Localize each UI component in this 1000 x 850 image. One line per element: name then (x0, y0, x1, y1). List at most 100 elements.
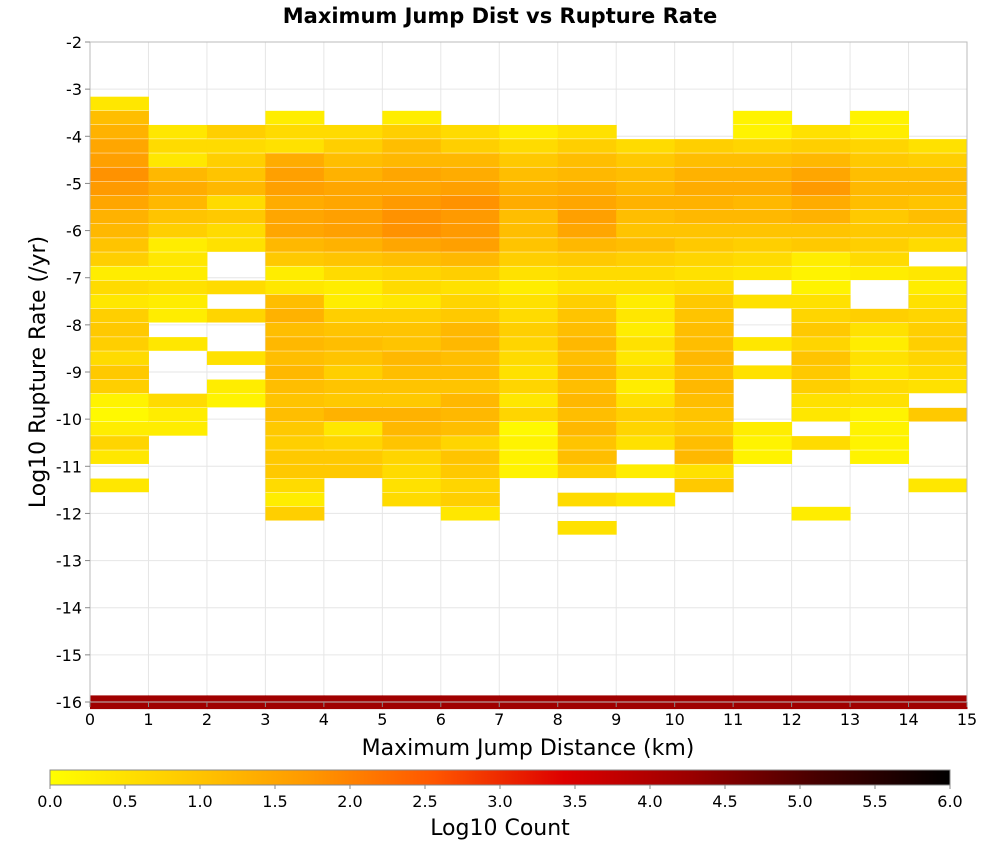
heatmap-cell (733, 223, 793, 238)
heatmap-cell (206, 280, 266, 295)
heatmap-cell (206, 379, 266, 394)
heatmap-cell (323, 124, 383, 139)
heatmap-cell (674, 308, 734, 323)
heatmap-cell (616, 365, 676, 380)
heatmap-cell (791, 181, 851, 196)
heatmap-cell (850, 167, 910, 182)
heatmap-cell (616, 464, 676, 479)
heatmap-cell (674, 365, 734, 380)
heatmap-cell (206, 393, 266, 408)
heatmap-cell (148, 280, 208, 295)
heatmap-cell (791, 195, 851, 210)
x-tick-label: 12 (781, 710, 801, 729)
colorbar-tick-label: 2.0 (337, 792, 362, 811)
heatmap-cell (323, 351, 383, 365)
heatmap-cell (265, 252, 325, 266)
x-axis-ticks: 0 1 2 3 4 5 6 7 8 9 10 11 12 13 14 15 (85, 702, 977, 729)
heatmap-cell (499, 393, 559, 408)
heatmap-cell (440, 478, 500, 493)
colorbar (49, 769, 951, 786)
heatmap-cell (148, 393, 208, 408)
heatmap-cell (674, 421, 734, 436)
heatmap-cell (323, 280, 383, 295)
heatmap-cell (674, 393, 734, 408)
heatmap-cell (382, 478, 442, 493)
heatmap-cell (148, 337, 208, 351)
heatmap-cell (791, 436, 851, 450)
heatmap-cell (323, 393, 383, 408)
heatmap-cell (791, 280, 851, 295)
heatmap-cell (440, 153, 500, 167)
heatmap-cell (850, 209, 910, 224)
heatmap-cell (440, 464, 500, 479)
y-axis-label: Log10 Rupture Rate (/yr) (26, 236, 51, 508)
y-tick-label: -12 (56, 504, 82, 523)
heatmap-cell (323, 436, 383, 450)
heatmap-cell (557, 252, 617, 266)
heatmap-cell (616, 223, 676, 238)
heatmap-cell (265, 223, 325, 238)
heatmap-cell (499, 153, 559, 167)
heatmap-cell (90, 223, 149, 238)
heatmap-cell (791, 252, 851, 266)
heatmap-cell (265, 351, 325, 365)
heatmap-cell (265, 280, 325, 295)
x-tick-label: 9 (611, 710, 621, 729)
heatmap-cell (440, 393, 500, 408)
heatmap-cell (499, 209, 559, 224)
x-tick-label: 11 (723, 710, 743, 729)
heatmap-cell (499, 365, 559, 380)
heatmap-cell (791, 308, 851, 323)
x-tick-label: 3 (260, 710, 270, 729)
heatmap-cell (791, 506, 851, 521)
heatmap-cell (265, 407, 325, 422)
heatmap-cell (791, 167, 851, 182)
heatmap-cell (908, 139, 968, 153)
heatmap-cell (791, 393, 851, 408)
heatmap-cell (908, 223, 968, 238)
heatmap-cell (323, 407, 383, 422)
heatmap-cell (733, 294, 793, 309)
heatmap-cell (733, 337, 793, 351)
heatmap-cell (908, 379, 968, 394)
heatmap-cell (616, 308, 676, 323)
heatmap-cell (323, 337, 383, 351)
colorbar-tick-label: 4.0 (637, 792, 662, 811)
x-tick-label: 4 (319, 710, 329, 729)
heatmap-cell (791, 365, 851, 380)
heatmap-cell (733, 195, 793, 210)
heatmap-cell (499, 379, 559, 394)
heatmap-cell (440, 181, 500, 196)
heatmap-cell (382, 393, 442, 408)
heatmap-cell (733, 266, 793, 281)
heatmap-cell (616, 436, 676, 450)
heatmap-cell (499, 238, 559, 252)
heatmap-cell (382, 153, 442, 167)
heatmap-cell (206, 124, 266, 139)
colorbar-tick-label: 1.5 (262, 792, 287, 811)
heatmap-cell (499, 280, 559, 295)
heatmap-cell (616, 181, 676, 196)
heatmap-cells (90, 96, 968, 710)
heatmap-cell (674, 153, 734, 167)
heatmap-cell (499, 308, 559, 323)
heatmap-cell (323, 294, 383, 309)
heatmap-cell (382, 195, 442, 210)
heatmap-cell (908, 280, 968, 295)
heatmap-cell (440, 322, 500, 337)
heatmap-cell (908, 238, 968, 252)
heatmap-cell (557, 492, 617, 507)
heatmap-cell (323, 223, 383, 238)
heatmap-cell (557, 308, 617, 323)
heatmap-cell (850, 379, 910, 394)
heatmap-cell (674, 464, 734, 479)
heatmap-cell (382, 492, 442, 507)
heatmap-cell (674, 195, 734, 210)
heatmap-cell (674, 351, 734, 365)
colorbar-tick-label: 1.0 (187, 792, 212, 811)
heatmap-cell (90, 167, 149, 182)
heatmap-cell (440, 266, 500, 281)
heatmap-cell (323, 139, 383, 153)
heatmap-cell (265, 478, 325, 493)
heatmap-cell (850, 266, 910, 281)
